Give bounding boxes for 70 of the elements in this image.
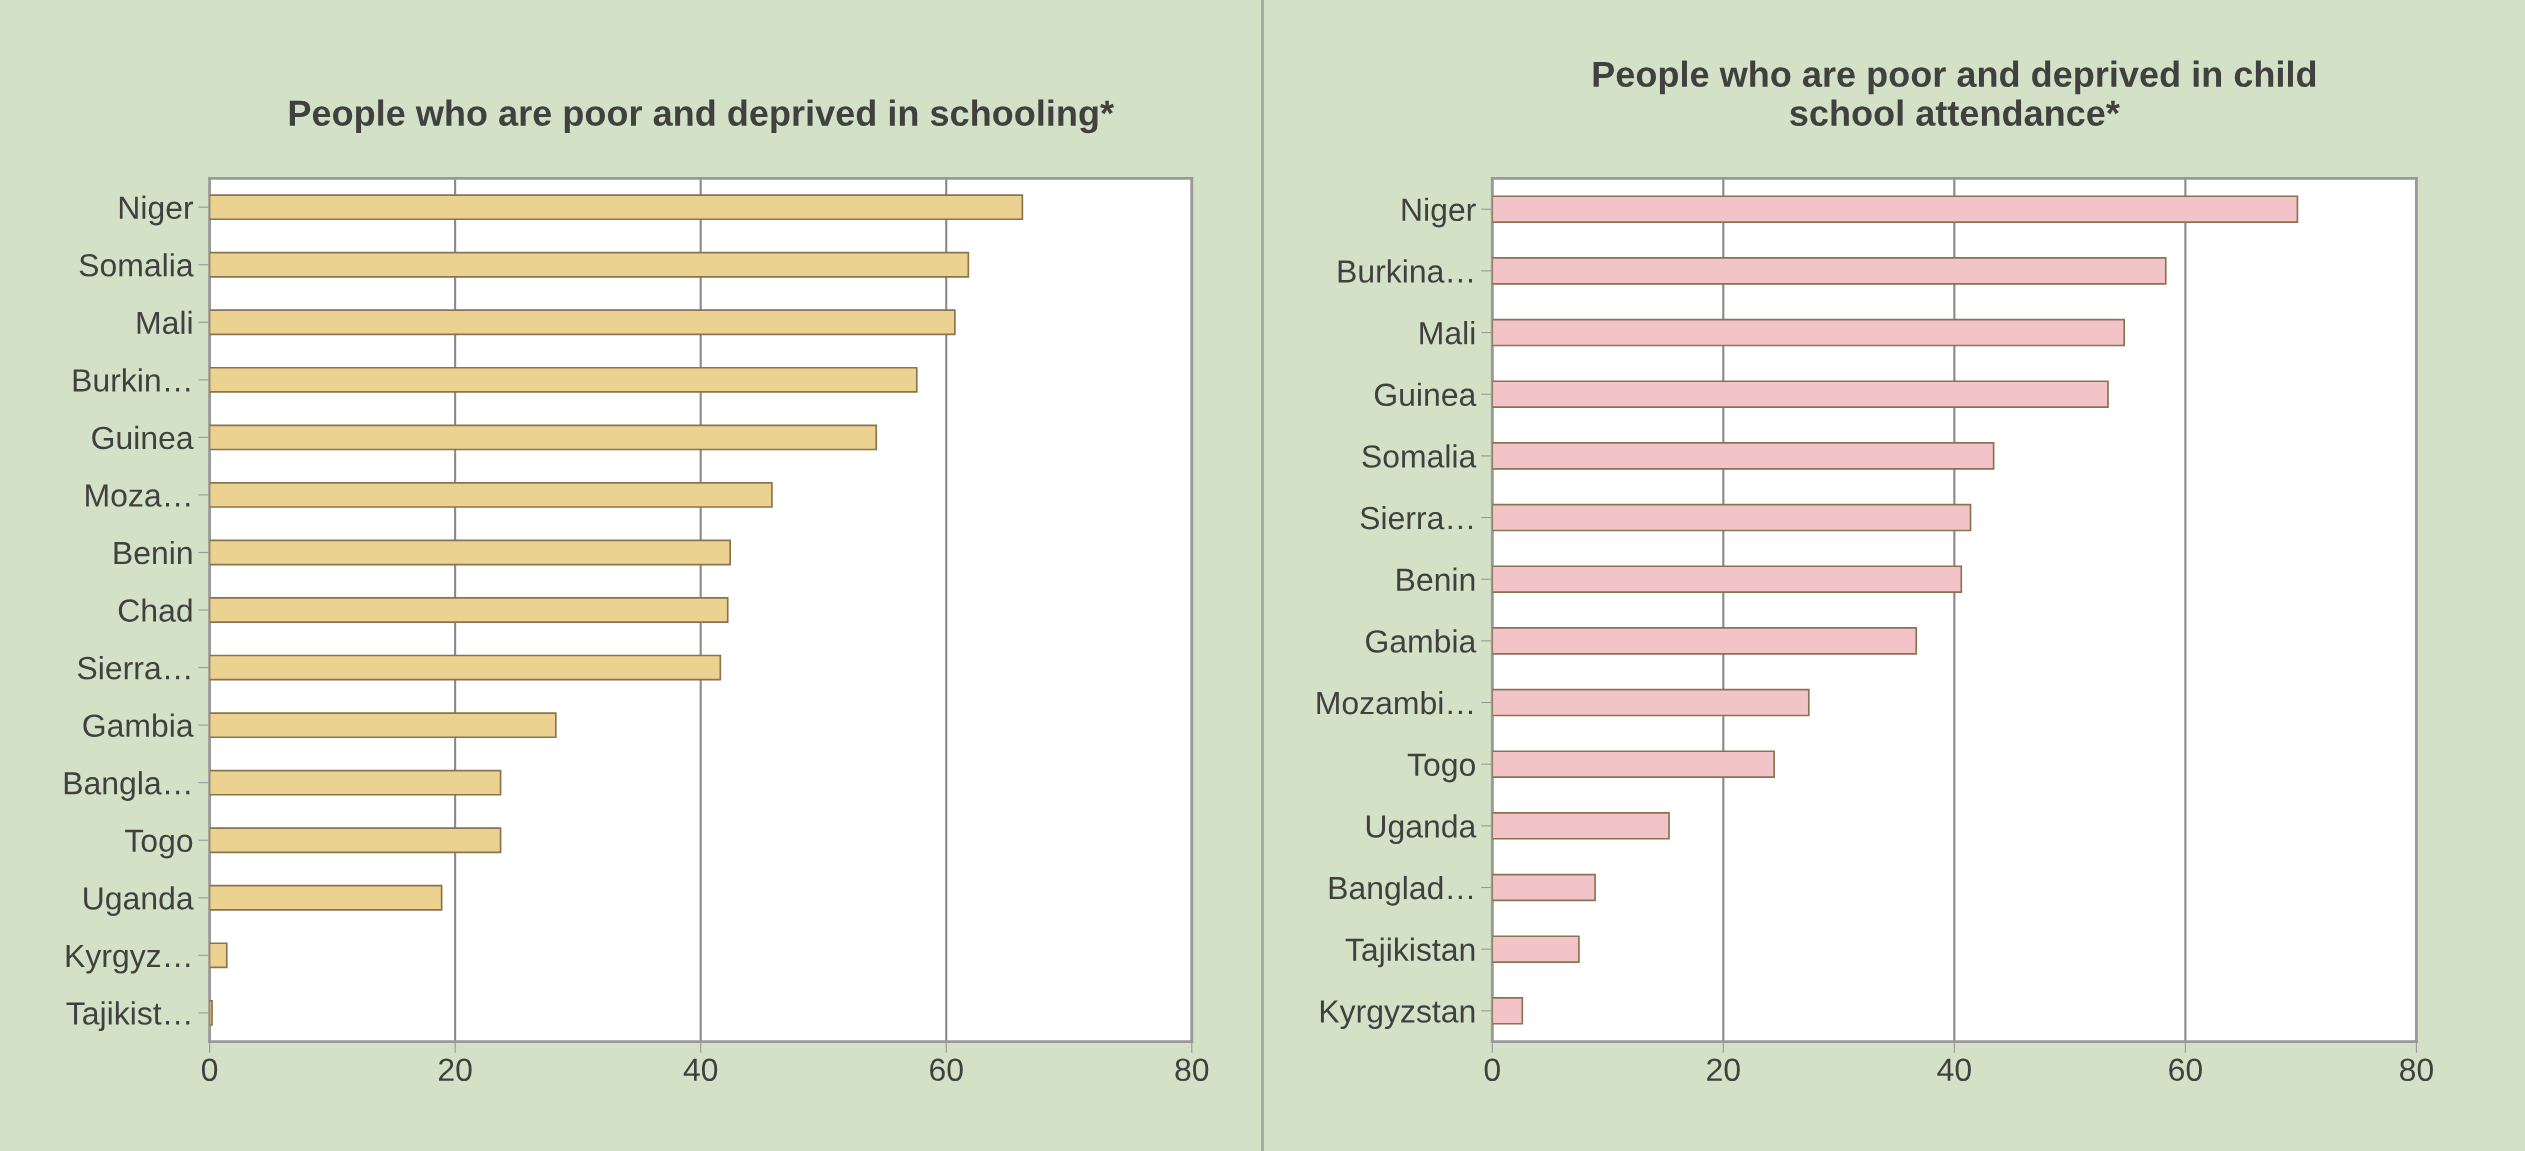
y-tick-label: Guinea	[1374, 382, 1477, 407]
bar	[1492, 318, 2125, 347]
y-tick-label: Niger	[1402, 197, 1476, 228]
y-tick-label: Guinea	[92, 425, 194, 450]
y-tick-label: Niger	[119, 195, 194, 226]
x-tick-label: 40	[1937, 1058, 1971, 1082]
y-tick-label: Benin	[114, 540, 192, 565]
bar	[1492, 750, 1775, 778]
bar	[209, 827, 502, 854]
x-tick-label: 80	[2400, 1058, 2433, 1082]
y-tick-label: Togo	[1407, 753, 1475, 783]
y-tick-label: Sierra…	[1360, 505, 1472, 530]
bar	[209, 366, 918, 393]
x-tick-label: 20	[1707, 1058, 1740, 1082]
chart-title: People who are poor and deprived in child school attendance*	[1593, 60, 2316, 126]
bar	[209, 712, 557, 739]
bar	[209, 251, 970, 278]
y-tick-label: Burkina…	[1338, 259, 1472, 283]
x-tick-label: 60	[2169, 1058, 2202, 1082]
y-tick-label: Togo	[125, 829, 193, 859]
y-tick-label: Moza…	[86, 484, 190, 507]
x-tick-label: 0	[201, 1058, 218, 1082]
bar	[1492, 873, 1596, 902]
bar	[209, 942, 228, 969]
x-tick-label: 60	[930, 1058, 963, 1082]
bar	[209, 884, 443, 911]
y-tick-label: Tajikist…	[66, 1001, 190, 1032]
y-tick-label: Mali	[1420, 320, 1475, 345]
y-tick-label: Benin	[1397, 567, 1475, 592]
x-tick-label: 0	[1484, 1058, 1500, 1082]
bar	[209, 424, 878, 451]
bar	[209, 482, 773, 508]
y-tick-label: Somalia	[79, 253, 194, 277]
bar	[209, 769, 502, 796]
bar	[1492, 442, 1995, 470]
bar	[1492, 565, 1963, 593]
bar	[1492, 257, 2167, 285]
bar	[1492, 935, 1580, 963]
y-tick-label: Gambia	[83, 713, 194, 738]
bar	[209, 539, 731, 566]
bar	[209, 194, 1024, 221]
y-tick-label: Uganda	[84, 886, 194, 916]
y-tick-label: Bangla…	[64, 771, 190, 801]
bar	[1492, 627, 1918, 655]
y-tick-label: Chad	[118, 598, 192, 622]
y-tick-label: Somalia	[1362, 444, 1477, 468]
y-tick-label: Kyrgyzstan	[1320, 1000, 1475, 1030]
bar	[209, 654, 722, 681]
x-tick-label: 40	[683, 1058, 718, 1082]
y-tick-label: Sierra…	[77, 656, 190, 680]
y-tick-label: Kyrgyz…	[66, 944, 190, 974]
x-tick-label: 80	[1175, 1058, 1209, 1082]
bar	[209, 597, 729, 623]
y-tick-label: Mozambi…	[1317, 690, 1472, 715]
bar	[1492, 997, 1524, 1025]
y-tick-label: Uganda	[1366, 814, 1477, 845]
y-tick-label: Banglad…	[1329, 875, 1472, 906]
bar	[1492, 503, 1972, 532]
bar	[1492, 195, 2299, 224]
y-tick-label: Gambia	[1366, 629, 1477, 653]
bar	[1492, 380, 2109, 409]
y-tick-label: Burkin…	[73, 368, 190, 392]
y-tick-label: Tajikistan	[1345, 937, 1475, 968]
x-tick-label: 20	[438, 1058, 472, 1082]
chart-title: People who are poor and deprived in schooling*	[289, 99, 1115, 134]
bar	[209, 999, 213, 1026]
bar	[1492, 812, 1670, 840]
y-tick-label: Mali	[137, 310, 192, 335]
bar	[209, 309, 956, 336]
bar	[1492, 688, 1810, 717]
